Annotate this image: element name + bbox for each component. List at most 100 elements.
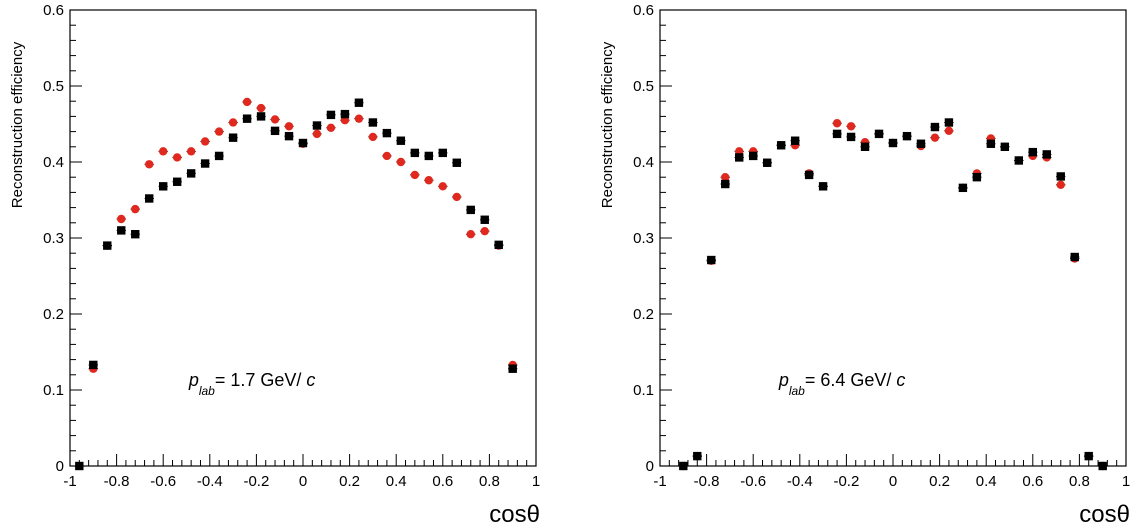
data-point-black xyxy=(256,112,266,121)
data-point-black xyxy=(888,138,898,148)
data-point-black xyxy=(200,159,210,168)
data-point-black xyxy=(1028,147,1037,157)
data-point-black xyxy=(790,136,800,145)
data-point-black xyxy=(228,133,238,142)
x-tick-label: 0.4 xyxy=(386,473,407,490)
data-point-black xyxy=(749,151,758,161)
data-point-black xyxy=(1056,172,1065,181)
chart-panel-left: -1 -0.8 -0.6 -0.4 -0.2 0 0.2 0.4 0.6 0.8 1 0 0.1 0.2 0… xyxy=(0,0,568,532)
data-point-black xyxy=(707,255,716,265)
y-tick-label: 0.1 xyxy=(43,382,64,399)
data-point-black xyxy=(508,364,517,373)
data-point-black xyxy=(1000,142,1010,151)
x-tick-label: -1 xyxy=(63,473,76,490)
data-point-black xyxy=(776,141,786,150)
y-tick-label: 0.2 xyxy=(633,306,654,323)
data-point-black xyxy=(340,109,350,119)
data-point-black xyxy=(368,118,378,127)
y-tick-label: 0.3 xyxy=(633,230,654,247)
y-tick-label: 0 xyxy=(646,458,654,475)
data-point-red xyxy=(159,147,168,156)
data-point-black xyxy=(1098,461,1107,471)
data-point-black xyxy=(972,173,982,182)
chart-right: -1 -0.8 -0.6 -0.4 -0.2 0 0.2 0.4 0.6 0.8 1 0 0.1 0.2 0… xyxy=(599,2,1130,528)
x-tick-label: 1 xyxy=(532,473,540,490)
data-point-black xyxy=(89,360,98,370)
y-tick-label: 0.5 xyxy=(43,78,64,95)
x-tick-label: -0.4 xyxy=(787,473,813,490)
data-point-black xyxy=(480,215,489,224)
data-point-red xyxy=(424,176,434,185)
x-tick-label: 0.4 xyxy=(976,473,997,490)
y-tick-label: 0.3 xyxy=(43,230,64,247)
y-tick-label: 0.5 xyxy=(633,78,654,95)
x-tick-label: 1 xyxy=(1122,473,1130,490)
x-tick-label: 0.6 xyxy=(1022,473,1043,490)
data-point-black xyxy=(466,205,475,215)
data-point-red xyxy=(228,118,238,127)
y-tick-label: 0.6 xyxy=(633,2,654,19)
data-point-black xyxy=(270,126,280,136)
data-point-black xyxy=(214,151,224,161)
data-point-red xyxy=(200,137,210,146)
data-point-black xyxy=(131,230,140,239)
data-point-red xyxy=(117,214,126,224)
x-axis-label: cosθ xyxy=(489,501,540,528)
data-point-black xyxy=(846,132,856,142)
data-point-black xyxy=(284,131,294,141)
data-point-red xyxy=(1056,180,1065,189)
y-tick-label: 0.1 xyxy=(633,382,654,399)
chart-panel-right: -1 -0.8 -0.6 -0.4 -0.2 0 0.2 0.4 0.6 0.8 1 0 0.1 0.2 0… xyxy=(590,0,1137,532)
data-point-red xyxy=(145,160,154,169)
data-point-red xyxy=(846,122,856,131)
data-point-red xyxy=(270,115,280,124)
y-tick-label: 0.6 xyxy=(43,2,64,19)
x-tick-label: 0 xyxy=(299,473,307,490)
data-point-black xyxy=(312,121,322,130)
data-point-black xyxy=(172,177,182,186)
data-point-black xyxy=(438,148,447,158)
data-point-red xyxy=(172,153,182,162)
chart-left: -1 -0.8 -0.6 -0.4 -0.2 0 0.2 0.4 0.6 0.8 1 0 0.1 0.2 0… xyxy=(9,2,540,528)
x-tick-label: -0.8 xyxy=(104,473,130,490)
y-axis-label: Reconstruction efficiency xyxy=(9,41,26,208)
data-point-black xyxy=(762,158,772,167)
data-point-red xyxy=(721,173,730,182)
data-point-black xyxy=(818,182,828,191)
data-point-red xyxy=(382,151,392,161)
data-point-black xyxy=(145,194,154,203)
data-point-red xyxy=(214,127,224,136)
data-point-red xyxy=(242,97,252,107)
data-point-black xyxy=(298,138,308,148)
data-point-black xyxy=(916,139,926,148)
data-point-black xyxy=(1084,451,1093,461)
data-point-black xyxy=(930,122,940,132)
y-tick-label: 0 xyxy=(56,458,64,475)
data-point-black xyxy=(396,136,406,145)
data-point-red xyxy=(256,103,266,113)
data-point-red xyxy=(131,204,140,214)
data-point-red xyxy=(466,230,475,239)
data-point-red xyxy=(312,129,322,139)
x-tick-label: 0.2 xyxy=(929,473,950,490)
x-tick-label: -0.2 xyxy=(243,473,269,490)
data-point-black xyxy=(735,153,744,162)
data-point-black xyxy=(986,139,996,148)
x-tick-label: 0.8 xyxy=(1069,473,1090,490)
data-point-black xyxy=(354,98,364,107)
x-tick-label: -0.8 xyxy=(694,473,720,490)
data-point-black xyxy=(326,110,336,120)
data-point-black xyxy=(117,226,126,235)
data-point-black xyxy=(721,179,730,189)
data-point-black xyxy=(874,129,884,139)
data-point-red xyxy=(396,157,406,167)
data-point-black xyxy=(679,461,688,471)
data-point-black xyxy=(860,142,870,151)
data-point-red xyxy=(354,114,364,123)
data-point-red xyxy=(944,126,954,136)
data-point-black xyxy=(1070,252,1079,262)
data-point-black xyxy=(804,170,814,180)
x-tick-label: -0.4 xyxy=(197,473,223,490)
data-point-red xyxy=(452,192,461,202)
data-point-black xyxy=(944,118,954,127)
